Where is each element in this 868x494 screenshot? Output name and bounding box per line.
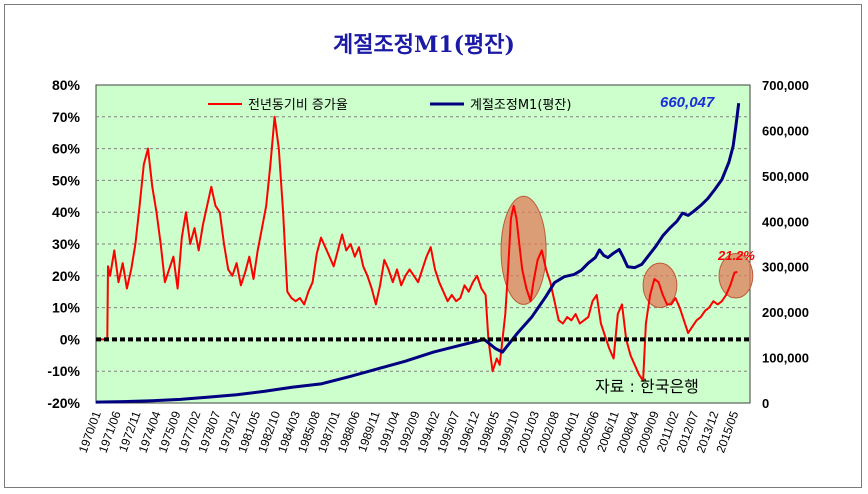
source-note: 자료 : 한국은행 bbox=[595, 377, 699, 396]
y-right-tick-label: 500,000 bbox=[762, 169, 809, 184]
y-left-tick-label: 0% bbox=[60, 331, 81, 347]
y-left-tick-label: 20% bbox=[52, 268, 81, 284]
y-right-tick-label: 0 bbox=[762, 396, 769, 411]
y-left-tick-label: 50% bbox=[52, 172, 81, 188]
y-axis-right: 700,000 600,000 500,000 400,000 300,000 200,0… bbox=[762, 78, 809, 411]
series-lines bbox=[95, 103, 741, 404]
y-left-tick-label: 60% bbox=[52, 141, 81, 157]
legend-label: 전년동기비 증가율 bbox=[248, 98, 348, 113]
y-axis-left: 80% 70% 60% 50% 40% 30% 20% 10% 0% -10% -20% bbox=[47, 77, 80, 411]
y-left-tick-label: -20% bbox=[47, 395, 80, 411]
y-left-tick-label: 70% bbox=[52, 109, 81, 125]
y-right-tick-label: 600,000 bbox=[762, 123, 809, 138]
y-right-tick-label: 100,000 bbox=[762, 351, 809, 366]
annotation-last-m1: 660,047 bbox=[660, 94, 715, 111]
y-right-tick-label: 200,000 bbox=[762, 305, 809, 320]
series-line-growth bbox=[96, 115, 738, 382]
y-right-tick-label: 400,000 bbox=[762, 214, 809, 229]
series-line-m1 bbox=[95, 103, 741, 404]
y-right-tick-label: 700,000 bbox=[762, 78, 809, 93]
y-left-tick-label: 40% bbox=[52, 204, 81, 220]
y-left-tick-label: -10% bbox=[47, 363, 80, 379]
x-axis: 1970/011971/061972/111974/041975/091977/… bbox=[76, 409, 742, 455]
y-left-tick-label: 30% bbox=[52, 236, 81, 252]
gridlines bbox=[96, 116, 750, 372]
legend-label: 계절조정M1(평잔) bbox=[470, 98, 571, 113]
highlight-ellipse bbox=[718, 253, 754, 299]
y-left-tick-label: 80% bbox=[52, 77, 81, 93]
y-left-tick-label: 10% bbox=[52, 300, 81, 316]
y-right-tick-label: 300,000 bbox=[762, 260, 809, 275]
annotation-last-growth: 21.2% bbox=[717, 248, 755, 263]
legend: 전년동기비 증가율 계절조정M1(평잔) bbox=[208, 98, 571, 113]
chart-title: 계절조정M1(평잔) bbox=[333, 32, 515, 58]
